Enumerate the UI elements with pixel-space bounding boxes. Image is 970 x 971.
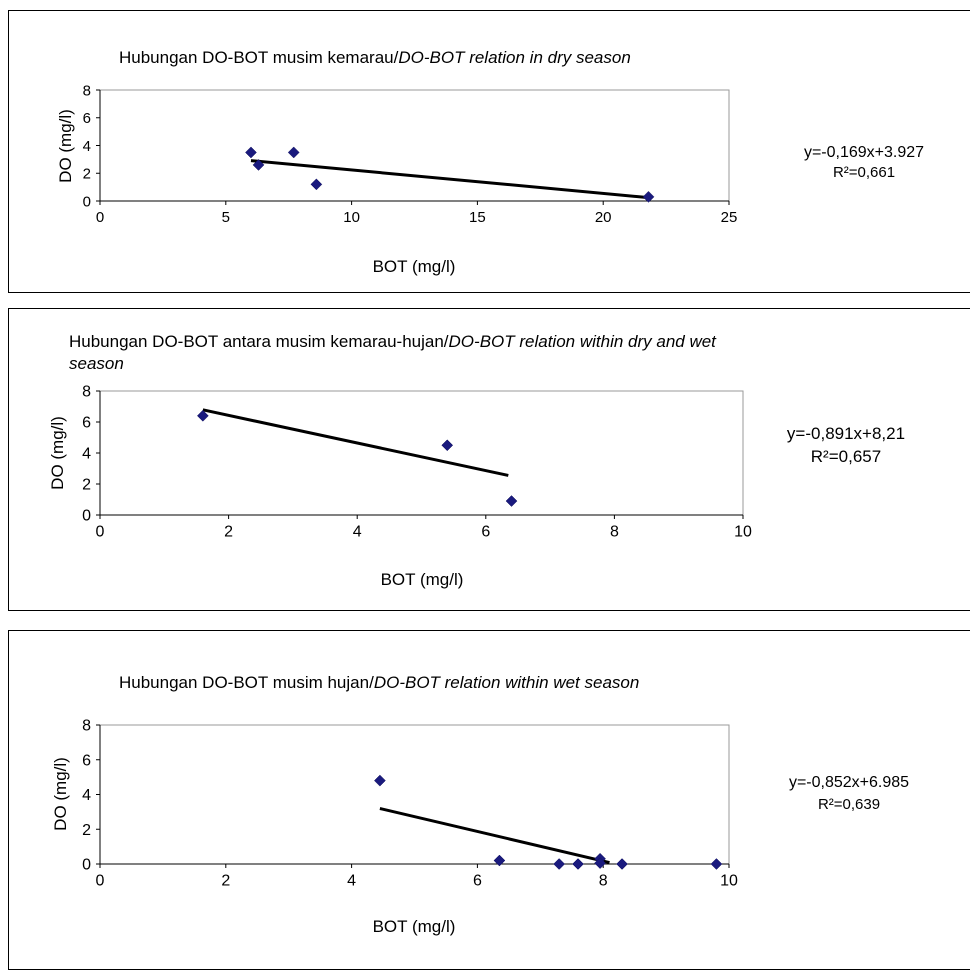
y-tick-label: 4 bbox=[83, 138, 91, 155]
ticks bbox=[96, 390, 744, 519]
x-tick-labels: 0 2 4 6 8 10 bbox=[96, 524, 752, 541]
x-tick-label: 4 bbox=[347, 873, 356, 890]
chart-title-line2: season bbox=[69, 354, 124, 373]
r-squared-label: R²=0,657 bbox=[811, 447, 881, 466]
data-point bbox=[245, 146, 257, 159]
data-point bbox=[493, 854, 506, 867]
x-tick-label: 8 bbox=[599, 873, 608, 890]
y-tick-label: 6 bbox=[82, 415, 91, 432]
x-tick-label: 25 bbox=[721, 209, 738, 226]
trendline bbox=[250, 159, 649, 200]
x-tick-label: 0 bbox=[96, 524, 105, 541]
x-tick-label: 10 bbox=[734, 524, 752, 541]
data-point bbox=[710, 858, 723, 870]
x-tick-labels: 0 2 4 6 8 10 bbox=[96, 873, 738, 890]
data-point bbox=[616, 858, 628, 870]
y-axis-label: DO (mg/l) bbox=[56, 109, 75, 183]
x-axis-label: BOT (mg/l) bbox=[381, 570, 464, 589]
x-tick-label: 4 bbox=[353, 524, 362, 541]
data-point bbox=[441, 439, 454, 452]
x-tick-label: 6 bbox=[473, 873, 482, 890]
y-axis-label: DO (mg/l) bbox=[48, 416, 67, 490]
trend-equation: y=-0,891x+8,21 bbox=[787, 424, 905, 443]
data-point bbox=[310, 178, 323, 191]
x-tick-label: 15 bbox=[469, 209, 486, 226]
x-tick-label: 2 bbox=[224, 524, 233, 541]
chart-dry: Hubungan DO-BOT musim kemarau/DO-BOT rel… bbox=[56, 48, 924, 276]
data-point bbox=[197, 409, 209, 422]
data-point bbox=[374, 774, 386, 787]
x-tick-label: 5 bbox=[222, 209, 230, 226]
ticks bbox=[96, 89, 730, 205]
x-tick-label: 10 bbox=[720, 873, 738, 890]
y-tick-label: 2 bbox=[83, 166, 91, 183]
plot-area bbox=[99, 724, 730, 865]
r-squared-label: R²=0,639 bbox=[818, 796, 880, 813]
data-point bbox=[594, 857, 606, 869]
plot-area bbox=[99, 89, 730, 202]
r-squared-label: R²=0,661 bbox=[833, 164, 895, 181]
y-tick-label: 4 bbox=[82, 446, 91, 463]
trendline bbox=[379, 807, 610, 865]
data-point bbox=[287, 146, 300, 159]
data-point bbox=[252, 159, 265, 171]
x-tick-label: 6 bbox=[481, 524, 490, 541]
plot-area bbox=[99, 390, 744, 516]
trend-equation: y=-0,169x+3.927 bbox=[804, 144, 924, 161]
y-tick-label: 2 bbox=[82, 822, 91, 839]
data-point bbox=[505, 495, 518, 507]
x-tick-label: 8 bbox=[610, 524, 619, 541]
y-tick-label: 0 bbox=[82, 508, 91, 525]
chart-dry-wet: Hubungan DO-BOT antara musim kemarau-huj… bbox=[48, 332, 905, 589]
x-tick-labels: 0 5 10 15 20 25 bbox=[96, 209, 738, 226]
data-points bbox=[245, 146, 655, 203]
x-tick-label: 0 bbox=[96, 873, 105, 890]
y-tick-label: 6 bbox=[82, 752, 91, 769]
x-tick-label: 2 bbox=[221, 873, 230, 890]
trendline bbox=[202, 408, 509, 477]
chart-title: Hubungan DO-BOT musim kemarau/DO-BOT rel… bbox=[119, 48, 631, 67]
data-points bbox=[197, 409, 518, 507]
y-tick-label: 0 bbox=[82, 857, 91, 874]
chart-panel-wet: Hubungan DO-BOT musim hujan/DO-BOT relat… bbox=[8, 630, 970, 970]
chart-title: Hubungan DO-BOT musim hujan/DO-BOT relat… bbox=[119, 673, 639, 692]
x-axis-label: BOT (mg/l) bbox=[373, 257, 456, 276]
y-tick-labels: 0 2 4 6 8 bbox=[83, 82, 91, 210]
y-tick-label: 4 bbox=[82, 787, 91, 804]
y-tick-label: 6 bbox=[83, 110, 91, 127]
y-tick-labels: 0 2 4 6 8 bbox=[82, 384, 91, 525]
x-tick-label: 0 bbox=[96, 209, 104, 226]
x-tick-label: 10 bbox=[343, 209, 360, 226]
data-points bbox=[374, 774, 723, 870]
y-tick-label: 8 bbox=[82, 384, 91, 401]
data-point bbox=[553, 858, 566, 870]
y-tick-label: 2 bbox=[82, 477, 91, 494]
x-axis-label: BOT (mg/l) bbox=[373, 917, 456, 936]
trend-equation: y=-0,852x+6.985 bbox=[789, 774, 909, 791]
chart-wet: Hubungan DO-BOT musim hujan/DO-BOT relat… bbox=[51, 673, 909, 936]
chart-title: Hubungan DO-BOT antara musim kemarau-huj… bbox=[69, 332, 717, 351]
y-axis-label: DO (mg/l) bbox=[51, 757, 70, 831]
y-tick-label: 8 bbox=[83, 82, 91, 99]
y-tick-labels: 0 2 4 6 8 bbox=[82, 718, 91, 874]
x-tick-label: 20 bbox=[595, 209, 612, 226]
chart-panel-dry: Hubungan DO-BOT musim kemarau/DO-BOT rel… bbox=[8, 10, 970, 293]
data-point bbox=[572, 858, 584, 870]
chart-panel-dry-wet: Hubungan DO-BOT antara musim kemarau-huj… bbox=[8, 308, 970, 611]
y-tick-label: 8 bbox=[82, 718, 91, 735]
data-point bbox=[642, 190, 655, 203]
y-tick-label: 0 bbox=[83, 193, 91, 210]
